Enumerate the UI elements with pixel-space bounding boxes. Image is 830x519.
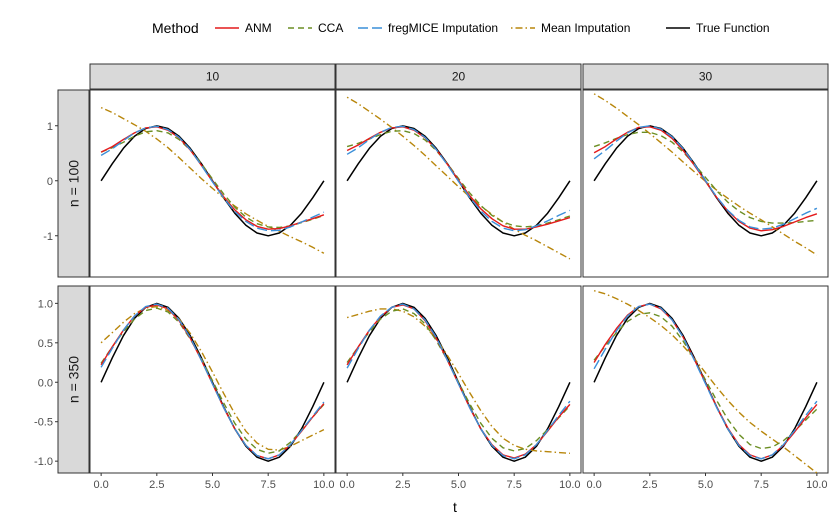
series-line-fregmice-imputation [593, 303, 818, 460]
x-tick-label: 0.0 [339, 479, 354, 491]
panel-background [89, 89, 336, 278]
panel-background [335, 89, 582, 278]
x-tick-label: 10.0 [806, 479, 827, 491]
series-line-fregmice-imputation [346, 125, 571, 232]
panel-n-350-30 [582, 285, 829, 474]
panel-n-100-20 [335, 89, 582, 278]
legend-title: Method [152, 20, 199, 36]
x-axis-title: t [453, 499, 457, 515]
series-line-mean-imputation [593, 290, 818, 474]
column-strip-20 [335, 63, 582, 90]
series-line-fregmice-imputation [593, 125, 818, 230]
y-tick-label: 0 [47, 176, 53, 188]
row-strip-label-n-100: n = 100 [66, 160, 82, 207]
series-line-cca [593, 131, 817, 224]
column-strip-10 [89, 63, 336, 90]
panel-background [335, 285, 582, 474]
x-tick-label: 5.0 [698, 479, 713, 491]
legend: Method ANM CCA fregMICE Imputation Mean Impu… [152, 20, 770, 36]
series-line-mean-imputation [100, 305, 325, 451]
series-line-fregmice-imputation [100, 125, 325, 232]
column-strip-label-30: 30 [699, 70, 713, 84]
column-strip-30 [582, 63, 829, 90]
series-line-mean-imputation [100, 106, 325, 254]
x-tick-label: 10.0 [559, 479, 580, 491]
legend-label-anm: ANM [245, 21, 272, 35]
series-line-cca [100, 307, 325, 454]
x-tick-label: 0.0 [586, 479, 601, 491]
column-strip-label-10: 10 [206, 70, 220, 84]
series-line-mean-imputation [346, 96, 571, 260]
x-tick-label: 10.0 [313, 479, 334, 491]
series-line-cca [593, 312, 818, 450]
x-tick-label: 2.5 [395, 479, 410, 491]
x-tick-label: 7.5 [754, 479, 769, 491]
x-tick-label: 7.5 [507, 479, 522, 491]
y-tick-label: -0.5 [34, 417, 53, 429]
x-tick-label: 7.5 [261, 479, 276, 491]
x-tick-label: 0.0 [93, 479, 108, 491]
legend-label-fregmice-imputation: fregMICE Imputation [388, 21, 498, 35]
y-tick-label: 1 [47, 121, 53, 133]
x-tick-label: 5.0 [451, 479, 466, 491]
panel-n-350-20 [335, 285, 582, 474]
panel-background [582, 89, 829, 278]
legend-label-cca: CCA [318, 21, 343, 35]
panel-n-350-10 [89, 285, 336, 474]
x-tick-label: 2.5 [642, 479, 657, 491]
x-tick-label: 5.0 [205, 479, 220, 491]
y-tick-label: 1.0 [38, 298, 53, 310]
column-strip-label-20: 20 [452, 70, 466, 84]
y-tick-label: 0.0 [38, 377, 53, 389]
legend-label-true-function: True Function [696, 21, 770, 35]
y-tick-label: 0.5 [38, 338, 53, 350]
y-tick-label: -1 [43, 231, 53, 243]
row-strip-n-350 [57, 285, 90, 474]
x-tick-label: 2.5 [149, 479, 164, 491]
row-strip-n-100 [57, 89, 90, 278]
panel-n-100-30 [582, 89, 829, 278]
legend-label-mean-imputation: Mean Imputation [541, 21, 630, 35]
panel-n-100-10 [89, 89, 336, 278]
series-line-mean-imputation [346, 308, 570, 454]
series-line-fregmice-imputation [100, 303, 325, 460]
series-line-fregmice-imputation [346, 303, 571, 460]
row-strip-label-n-350: n = 350 [66, 356, 82, 403]
series-line-cca [346, 129, 571, 228]
y-tick-label: -1.0 [34, 456, 53, 468]
panels: 10 20 30 n = 100 n = 350 -1 0 1 -1.0 -0.5 0.0 0.5 1.… [34, 63, 829, 491]
